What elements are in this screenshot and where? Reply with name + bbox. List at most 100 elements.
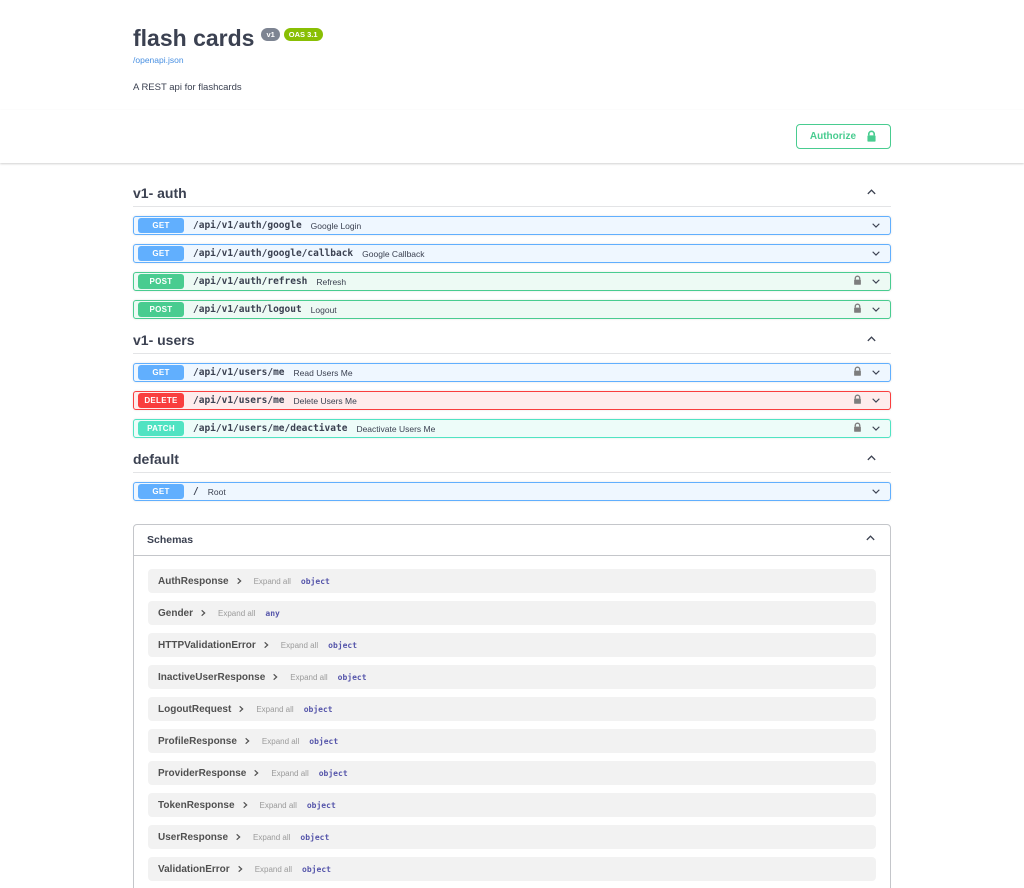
schema-model-type: object bbox=[300, 576, 330, 586]
schema-model-name: ProviderResponse bbox=[158, 767, 247, 779]
chevron-right-icon bbox=[271, 673, 279, 681]
schema-model-row[interactable]: UserResponse Expand all object bbox=[148, 825, 876, 849]
section-header[interactable]: v1- auth bbox=[133, 181, 891, 207]
chevron-right-icon bbox=[262, 641, 270, 649]
chevron-down-icon bbox=[871, 364, 881, 382]
lock-icon[interactable] bbox=[853, 420, 862, 438]
endpoint-row[interactable]: GET /api/v1/users/me Read Users Me bbox=[133, 363, 891, 382]
chevron-down-icon bbox=[871, 217, 881, 235]
row-icons bbox=[853, 420, 881, 438]
schema-model-row[interactable]: TokenResponse Expand all object bbox=[148, 793, 876, 817]
section-header[interactable]: default bbox=[133, 447, 891, 473]
chevron-down-icon bbox=[871, 483, 881, 501]
endpoint-row[interactable]: PATCH /api/v1/users/me/deactivate Deacti… bbox=[133, 419, 891, 438]
schema-model-name: TokenResponse bbox=[158, 799, 235, 811]
endpoint-summary: Deactivate Users Me bbox=[356, 423, 436, 434]
lock-icon bbox=[866, 130, 877, 143]
endpoint-row[interactable]: DELETE /api/v1/users/me Delete Users Me bbox=[133, 391, 891, 410]
schema-model-row[interactable]: ProviderResponse Expand all object bbox=[148, 761, 876, 785]
endpoint-row[interactable]: POST /api/v1/auth/refresh Refresh bbox=[133, 272, 891, 291]
schema-model-row[interactable]: LogoutRequest Expand all object bbox=[148, 697, 876, 721]
expand-all-button[interactable]: Expand all bbox=[218, 608, 256, 618]
chevron-right-icon bbox=[237, 705, 245, 713]
chevron-right-icon bbox=[241, 801, 249, 809]
method-badge: PATCH bbox=[138, 421, 184, 436]
chevron-down-icon bbox=[871, 420, 881, 438]
endpoint-row[interactable]: GET /api/v1/auth/google Google Login bbox=[133, 216, 891, 235]
schema-model-row[interactable]: AuthResponse Expand all object bbox=[148, 569, 876, 593]
schema-model-type: object bbox=[337, 672, 367, 682]
chevron-right-icon bbox=[234, 833, 242, 841]
api-sections: v1- auth GET /api/v1/auth/google Google … bbox=[133, 181, 891, 501]
schemas-list: AuthResponse Expand all object Gender Ex… bbox=[134, 556, 890, 888]
schemas-header[interactable]: Schemas bbox=[134, 525, 890, 556]
method-badge: GET bbox=[138, 484, 184, 499]
opblock-tag-section: default GET / Root bbox=[133, 447, 891, 501]
expand-all-button[interactable]: Expand all bbox=[254, 864, 293, 874]
chevron-up-icon bbox=[865, 533, 876, 547]
schema-model-row[interactable]: Gender Expand all any bbox=[148, 601, 876, 625]
method-badge: GET bbox=[138, 365, 184, 380]
method-badge: GET bbox=[138, 218, 184, 233]
chevron-down-icon bbox=[871, 392, 881, 410]
section-header[interactable]: v1- users bbox=[133, 328, 891, 354]
chevron-up-icon bbox=[866, 332, 877, 348]
section-endpoints: GET / Root bbox=[133, 482, 891, 501]
chevron-right-icon bbox=[199, 609, 207, 617]
lock-icon[interactable] bbox=[853, 364, 862, 382]
schema-model-name: AuthResponse bbox=[158, 575, 229, 587]
schema-model-name: Gender bbox=[158, 607, 194, 619]
schema-model-name: InactiveUserResponse bbox=[158, 671, 266, 683]
expand-all-button[interactable]: Expand all bbox=[290, 672, 328, 682]
endpoint-summary: Google Login bbox=[310, 220, 362, 231]
expand-all-button[interactable]: Expand all bbox=[253, 832, 291, 842]
endpoint-path: / bbox=[193, 486, 199, 497]
schema-model-row[interactable]: HTTPValidationError Expand all object bbox=[148, 633, 876, 657]
chevron-down-icon bbox=[871, 273, 881, 291]
endpoint-path: /api/v1/users/me/deactivate bbox=[193, 423, 348, 434]
endpoint-path: /api/v1/users/me bbox=[193, 367, 285, 378]
authorize-label: Authorize bbox=[809, 131, 856, 142]
chevron-right-icon bbox=[235, 577, 243, 585]
row-icons bbox=[871, 245, 881, 263]
endpoint-summary: Root bbox=[207, 486, 226, 497]
endpoint-row[interactable]: GET /api/v1/auth/google/callback Google … bbox=[133, 244, 891, 263]
expand-all-button[interactable]: Expand all bbox=[261, 736, 300, 746]
expand-all-button[interactable]: Expand all bbox=[271, 768, 309, 778]
openapi-spec-link[interactable]: /openapi.json bbox=[133, 55, 184, 65]
endpoint-summary: Logout bbox=[310, 304, 337, 315]
page-title: flash cards bbox=[133, 25, 255, 51]
lock-icon[interactable] bbox=[853, 392, 862, 410]
row-icons bbox=[871, 217, 881, 235]
schemas-section: Schemas AuthResponse Expand all object G… bbox=[133, 524, 891, 888]
chevron-up-icon bbox=[866, 451, 877, 467]
opblock-tag-section: v1- users GET /api/v1/users/me Read User… bbox=[133, 328, 891, 438]
expand-all-button[interactable]: Expand all bbox=[280, 640, 319, 650]
endpoint-row[interactable]: POST /api/v1/auth/logout Logout bbox=[133, 300, 891, 319]
chevron-right-icon bbox=[236, 865, 244, 873]
version-badge: v1 bbox=[261, 28, 280, 41]
chevron-up-icon bbox=[866, 185, 877, 201]
expand-all-button[interactable]: Expand all bbox=[253, 576, 291, 586]
schema-model-type: object bbox=[309, 736, 339, 746]
api-description: A REST api for flashcards bbox=[133, 82, 242, 93]
method-badge: POST bbox=[138, 274, 184, 289]
lock-icon[interactable] bbox=[853, 273, 862, 291]
endpoint-path: /api/v1/auth/logout bbox=[193, 304, 302, 315]
section-title: default bbox=[133, 451, 179, 467]
method-badge: POST bbox=[138, 302, 184, 317]
schema-model-row[interactable]: ProfileResponse Expand all object bbox=[148, 729, 876, 753]
schemas-wrapper: Schemas AuthResponse Expand all object G… bbox=[133, 524, 891, 888]
endpoint-path: /api/v1/users/me bbox=[193, 395, 285, 406]
schema-model-row[interactable]: ValidationError Expand all object bbox=[148, 857, 876, 881]
lock-icon[interactable] bbox=[853, 301, 862, 319]
schema-model-type: object bbox=[302, 864, 331, 874]
endpoint-row[interactable]: GET / Root bbox=[133, 482, 891, 501]
schema-model-row[interactable]: InactiveUserResponse Expand all object bbox=[148, 665, 876, 689]
authorize-button[interactable]: Authorize bbox=[795, 124, 891, 149]
expand-all-button[interactable]: Expand all bbox=[259, 800, 297, 810]
method-badge: GET bbox=[138, 246, 184, 261]
chevron-down-icon bbox=[871, 301, 881, 319]
expand-all-button[interactable]: Expand all bbox=[256, 704, 294, 714]
schema-model-type: any bbox=[265, 608, 280, 618]
